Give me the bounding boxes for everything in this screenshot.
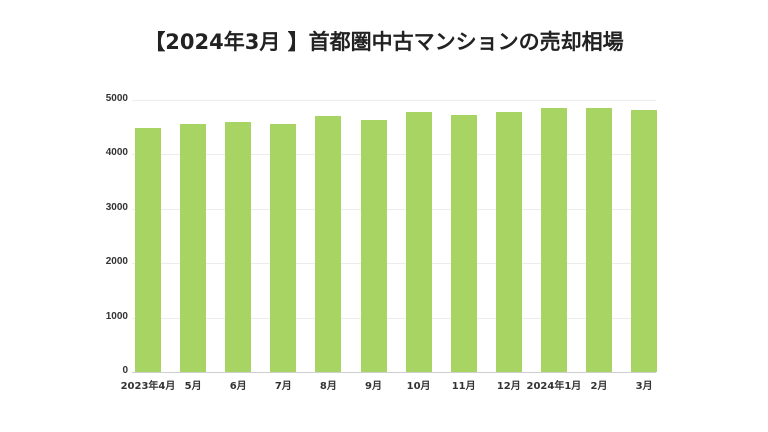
bar (270, 124, 297, 372)
bar (450, 115, 477, 372)
gridline (132, 154, 656, 156)
y-tick-label: 1000 (105, 310, 128, 322)
x-tick-label: 9月 (365, 381, 382, 392)
bar (405, 112, 432, 372)
bar (631, 110, 658, 372)
y-tick-label: 0 (122, 365, 128, 376)
x-tick-label: 10月 (406, 381, 431, 392)
x-tick-label: 5月 (184, 381, 202, 392)
y-tick-label: 3000 (105, 201, 128, 213)
x-tick-label: 2月 (590, 381, 608, 392)
x-tick-label: 2024年1月 (526, 381, 582, 392)
bar (135, 128, 161, 372)
x-tick-label: 2023年4月 (120, 381, 176, 392)
x-tick-label: 7月 (274, 381, 292, 392)
gridline (132, 208, 656, 210)
bar (315, 115, 342, 372)
x-tick-label: 11月 (451, 381, 476, 392)
x-tick-label: 6月 (229, 381, 247, 392)
gridline (132, 317, 656, 319)
x-axis-line (132, 372, 656, 373)
x-tick-label: 12月 (496, 381, 521, 392)
x-tick-label: 3月 (635, 381, 653, 392)
bar (360, 120, 387, 372)
bar (586, 108, 612, 372)
bar (495, 112, 522, 372)
bar (180, 123, 207, 372)
plot-area (132, 100, 658, 373)
bar (225, 121, 252, 372)
y-tick-label: 2000 (105, 256, 128, 268)
x-tick-label: 8月 (319, 381, 337, 392)
chart-title: 【2024年3月 】首都圏中古マンションの売却相場 (144, 30, 624, 54)
gridline (132, 100, 656, 101)
gridline (132, 263, 656, 265)
y-tick-label: 5000 (105, 93, 128, 104)
bar (540, 107, 567, 372)
y-tick-label: 4000 (105, 147, 128, 159)
